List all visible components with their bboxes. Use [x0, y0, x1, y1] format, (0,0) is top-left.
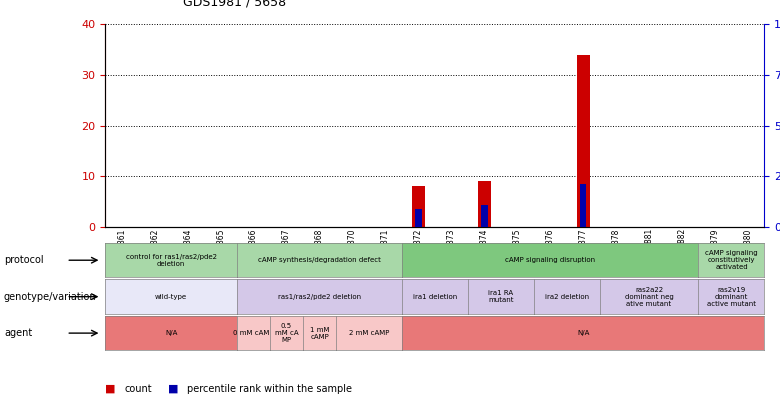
Text: agent: agent [4, 328, 32, 338]
Bar [580, 184, 587, 227]
Text: ras2a22
dominant neg
ative mutant: ras2a22 dominant neg ative mutant [625, 287, 673, 307]
Text: ■: ■ [168, 384, 178, 394]
Text: cAMP signaling
constitutively
activated: cAMP signaling constitutively activated [705, 250, 757, 270]
Text: ira2 deletion: ira2 deletion [544, 294, 589, 300]
Text: 0 mM cAMP: 0 mM cAMP [233, 330, 274, 336]
Text: wild-type: wild-type [155, 294, 187, 300]
Text: cAMP signaling disruption: cAMP signaling disruption [505, 257, 595, 263]
Bar [576, 55, 590, 227]
Text: 0.5
mM cA
MP: 0.5 mM cA MP [275, 323, 299, 343]
Text: percentile rank within the sample: percentile rank within the sample [187, 384, 353, 394]
Text: ira1 deletion: ira1 deletion [413, 294, 457, 300]
Bar [415, 209, 422, 227]
Text: N/A: N/A [165, 330, 177, 336]
Text: count: count [125, 384, 152, 394]
Text: ras2v19
dominant
active mutant: ras2v19 dominant active mutant [707, 287, 756, 307]
Text: ■: ■ [105, 384, 115, 394]
Text: ira1 RA
mutant: ira1 RA mutant [488, 290, 513, 303]
Text: 2 mM cAMP: 2 mM cAMP [349, 330, 389, 336]
Text: GDS1981 / 5658: GDS1981 / 5658 [183, 0, 286, 8]
Text: N/A: N/A [577, 330, 590, 336]
Bar [481, 205, 488, 227]
Bar [477, 181, 491, 227]
Text: genotype/variation: genotype/variation [4, 292, 97, 302]
Text: ras1/ras2/pde2 deletion: ras1/ras2/pde2 deletion [278, 294, 361, 300]
Text: cAMP synthesis/degradation defect: cAMP synthesis/degradation defect [258, 257, 381, 263]
Text: 1 mM
cAMP: 1 mM cAMP [310, 326, 329, 340]
Text: protocol: protocol [4, 255, 44, 265]
Text: control for ras1/ras2/pde2
deletion: control for ras1/ras2/pde2 deletion [126, 254, 217, 267]
Bar [412, 186, 425, 227]
